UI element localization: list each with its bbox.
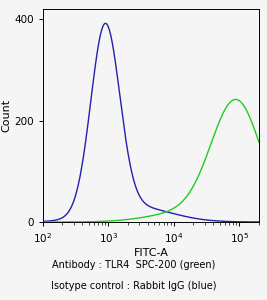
Y-axis label: Count: Count — [1, 99, 11, 132]
Text: Isotype control : Rabbit IgG (blue): Isotype control : Rabbit IgG (blue) — [51, 280, 216, 291]
X-axis label: FITC-A: FITC-A — [134, 248, 168, 258]
Text: Antibody : TLR4  SPC-200 (green): Antibody : TLR4 SPC-200 (green) — [52, 260, 215, 271]
